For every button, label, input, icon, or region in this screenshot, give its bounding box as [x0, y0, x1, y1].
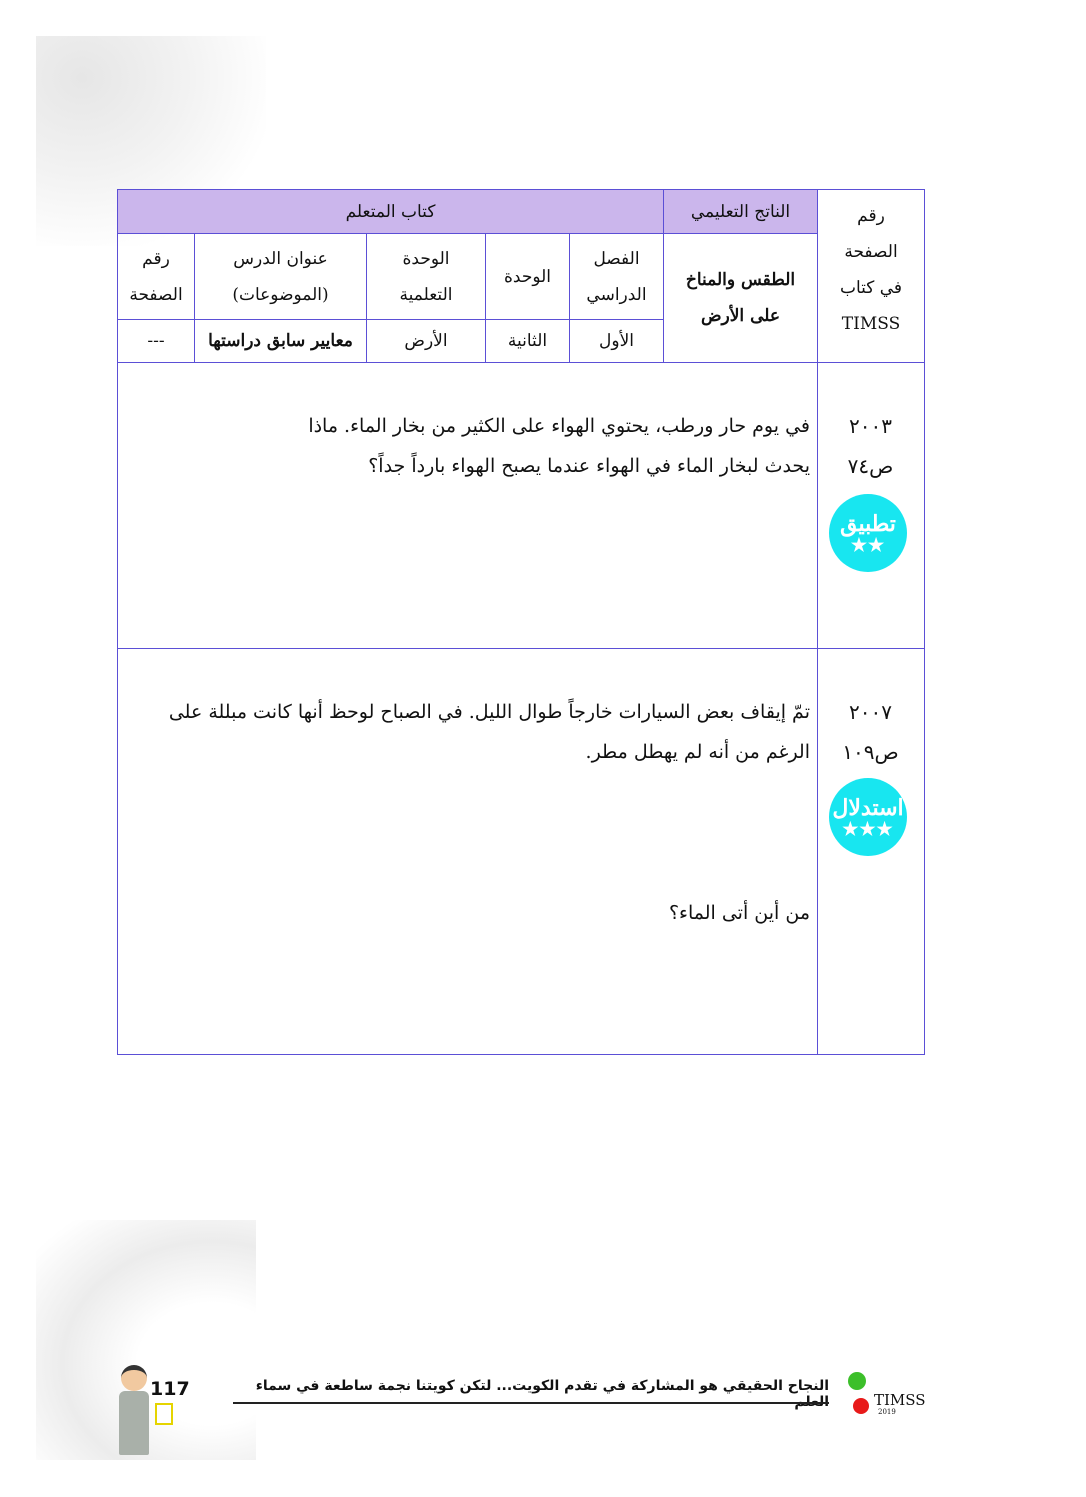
badge-application: تطبيق ★★ — [829, 494, 907, 572]
learning-outcome-header: الناتج التعليمي — [663, 189, 818, 234]
learning-unit-label: الوحدة التعلمية — [366, 233, 486, 320]
badge-label: تطبيق — [840, 511, 896, 537]
stars-icon: ★★ — [850, 535, 886, 556]
badge-reasoning: استدلال ★★★ — [829, 778, 907, 856]
page-number: 117 — [150, 1378, 190, 1400]
logo-year: 2019 — [878, 1408, 896, 1416]
footer-slogan: النجاح الحقيقي هو المشاركة في تقدم الكوي… — [255, 1378, 829, 1410]
question-1-page: ص٧٤ — [847, 454, 894, 478]
question-2-year: ٢٠٠٧ — [849, 700, 892, 724]
logo-text: TIMSS — [874, 1391, 926, 1409]
student-mascot-icon — [116, 1365, 152, 1460]
unit-label: الوحدة — [485, 233, 570, 320]
question-2-text: تمّ إيقاف بعض السيارات خارجاً طوال الليل… — [168, 701, 810, 763]
unit-value: الثانية — [485, 319, 570, 363]
badge-label: استدلال — [832, 795, 904, 821]
student-book-header: كتاب المتعلم — [117, 189, 664, 234]
learning-outcome-value: الطقس والمناخ على الأرض — [663, 233, 818, 363]
footer-divider — [233, 1402, 829, 1404]
timss-page-header-text: رقم الصفحة في كتاب TIMSS — [839, 206, 903, 334]
lesson-title-label: عنوان الدرس (الموضوعات) — [194, 233, 367, 320]
question-2-subtext: من أين أتى الماء؟ — [668, 902, 810, 924]
semester-label: الفصل الدراسي — [569, 233, 664, 320]
question-2-cell — [117, 648, 818, 1055]
question-1-year: ٢٠٠٣ — [849, 414, 892, 438]
question-1-text: في يوم حار ورطب، يحتوي الهواء على الكثير… — [308, 415, 810, 477]
page-number-label: رقم الصفحة — [117, 233, 195, 320]
logo-red-dot-icon — [853, 1398, 869, 1414]
question-2-page: ص١٠٩ — [842, 740, 899, 764]
certificate-icon — [155, 1403, 173, 1425]
timss-page-header: رقم الصفحة في كتاب TIMSS — [817, 189, 925, 363]
semester-value: الأول — [569, 319, 664, 363]
page-number-value: --- — [117, 319, 195, 363]
stars-icon: ★★★ — [842, 819, 894, 840]
learning-unit-value: الأرض — [366, 319, 486, 363]
lesson-title-value: معايير سابق دراستها — [194, 319, 367, 363]
logo-green-dot-icon — [848, 1372, 866, 1390]
